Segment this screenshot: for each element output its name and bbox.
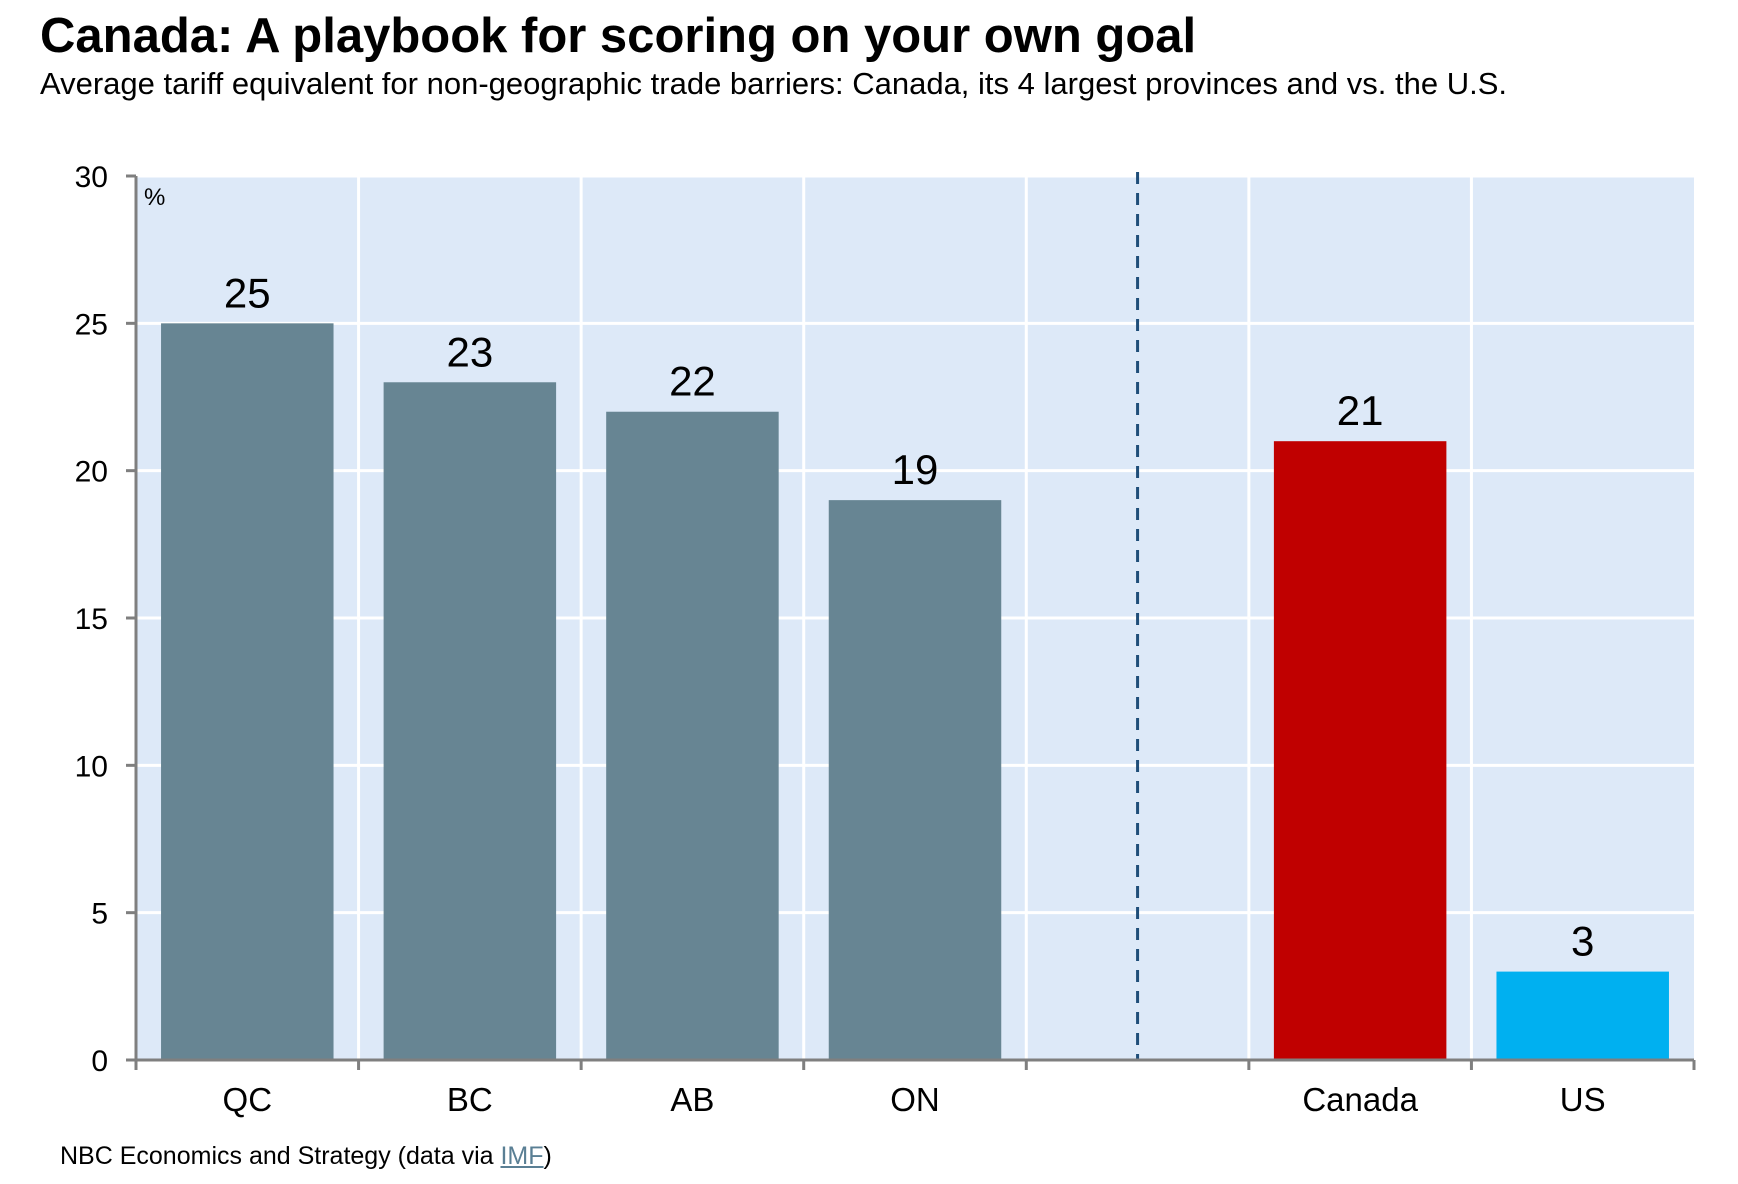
source-suffix: ) xyxy=(543,1142,552,1170)
y-tick-label: 25 xyxy=(75,308,108,341)
y-tick-label: 20 xyxy=(75,456,108,489)
data-label: 22 xyxy=(669,358,716,405)
bar-qc xyxy=(161,323,334,1060)
source-note: NBC Economics and Strategy (data via IMF… xyxy=(60,1140,552,1172)
bar-on xyxy=(828,500,1002,1061)
data-label: 23 xyxy=(446,328,493,375)
y-tick-label: 0 xyxy=(91,1045,108,1078)
x-tick-label: QC xyxy=(223,1081,273,1118)
data-label: 3 xyxy=(1571,918,1594,965)
chart-title: Canada: A playbook for scoring on your o… xyxy=(40,9,1197,63)
bar-us xyxy=(1496,971,1669,1060)
bar-canada xyxy=(1273,441,1447,1060)
axes: 0 5 10 15 20 25 30 QC BC AB ON Canada US xyxy=(75,161,1696,1118)
bar-bc xyxy=(383,382,557,1060)
bar-ab xyxy=(606,411,779,1060)
x-tick-label: BC xyxy=(447,1081,493,1118)
y-tick-label: 10 xyxy=(75,750,108,783)
data-labels: 25 23 22 19 21 3 xyxy=(224,269,1594,964)
y-tick-label: 30 xyxy=(75,161,108,194)
x-tick-label: AB xyxy=(670,1081,714,1118)
y-tick-label: 5 xyxy=(91,898,108,931)
bars xyxy=(161,323,1669,1061)
x-tick-label: US xyxy=(1560,1081,1606,1118)
chart-subtitle: Average tariff equivalent for non-geogra… xyxy=(40,66,1508,101)
x-tick-label: Canada xyxy=(1302,1081,1418,1118)
imf-source-link[interactable]: IMF xyxy=(500,1142,544,1170)
y-tick-label: 15 xyxy=(75,603,108,636)
data-label: 21 xyxy=(1337,387,1384,434)
data-label: 19 xyxy=(892,446,939,493)
data-label: 25 xyxy=(224,269,271,316)
y-unit-label: % xyxy=(144,184,165,211)
source-prefix: NBC Economics and Strategy (data via xyxy=(60,1142,501,1170)
x-tick-label: ON xyxy=(890,1081,940,1118)
